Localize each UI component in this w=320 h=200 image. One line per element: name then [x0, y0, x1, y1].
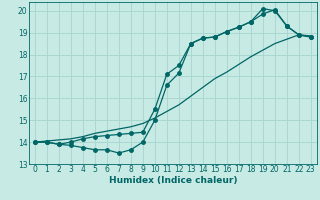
X-axis label: Humidex (Indice chaleur): Humidex (Indice chaleur)	[108, 176, 237, 185]
